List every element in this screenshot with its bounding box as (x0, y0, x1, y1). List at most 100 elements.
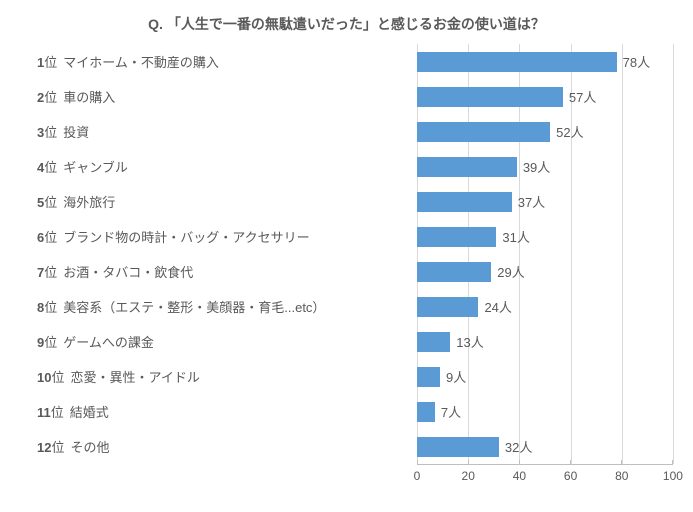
y-axis-label: 11位結婚式 (22, 402, 417, 421)
plot-cell: 39人 (417, 149, 673, 184)
chart-row: 6位ブランド物の時計・バッグ・アクセサリー 31人 (22, 219, 673, 254)
x-tick-label: 40 (513, 469, 526, 483)
chart-row: 1位マイホーム・不動産の購入 78人 (22, 44, 673, 79)
category-label: 投資 (63, 122, 89, 141)
x-tick-label: 0 (414, 469, 421, 483)
category-label: その他 (70, 437, 109, 456)
category-label: 恋愛・異性・アイドル (70, 367, 199, 386)
bar-value: 37人 (518, 192, 545, 211)
y-axis-label: 9位ゲームへの課金 (22, 332, 417, 351)
category-label: 結婚式 (70, 402, 109, 421)
bar (417, 157, 517, 177)
bar-value: 31人 (502, 227, 529, 246)
y-axis-label: 6位ブランド物の時計・バッグ・アクセサリー (22, 227, 417, 246)
y-axis-label: 4位ギャンブル (22, 157, 417, 176)
y-axis-label: 7位お酒・タバコ・飲食代 (22, 262, 417, 281)
plot-cell: 13人 (417, 324, 673, 359)
y-axis-label: 8位美容系（エステ・整形・美顔器・育毛...etc） (22, 297, 417, 316)
chart-row: 4位ギャンブル 39人 (22, 149, 673, 184)
rank-number: 4 (37, 160, 44, 175)
chart-row: 3位投資 52人 (22, 114, 673, 149)
x-tick-label: 20 (462, 469, 475, 483)
category-label: 美容系（エステ・整形・美顔器・育毛...etc） (63, 297, 325, 316)
bar-value: 9人 (446, 367, 466, 386)
chart-row: 5位海外旅行 37人 (22, 184, 673, 219)
bar (417, 87, 563, 107)
rank-suffix: 位 (51, 367, 64, 386)
gridline (673, 44, 674, 464)
category-label: ブランド物の時計・バッグ・アクセサリー (63, 227, 309, 246)
category-label: マイホーム・不動産の購入 (63, 52, 219, 71)
chart-rows: 1位マイホーム・不動産の購入78人2位車の購入57人3位投資52人4位ギャンブル… (22, 44, 673, 464)
y-axis-label: 1位マイホーム・不動産の購入 (22, 52, 417, 71)
bar-value: 78人 (623, 52, 650, 71)
rank-suffix: 位 (51, 437, 64, 456)
rank-number: 7 (37, 265, 44, 280)
rank-suffix: 位 (51, 402, 64, 421)
rank-number: 5 (37, 195, 44, 210)
plot-cell: 31人 (417, 219, 673, 254)
rank-number: 10 (37, 370, 51, 385)
bar (417, 402, 435, 422)
plot-cell: 9人 (417, 359, 673, 394)
bar (417, 192, 512, 212)
rank-number: 11 (37, 405, 51, 420)
bar (417, 437, 499, 457)
x-tick-label: 60 (564, 469, 577, 483)
bar-value: 32人 (505, 437, 532, 456)
plot-cell: 37人 (417, 184, 673, 219)
bar-value: 52人 (556, 122, 583, 141)
y-axis-label: 5位海外旅行 (22, 192, 417, 211)
plot-cell: 32人 (417, 429, 673, 464)
bar-value: 13人 (456, 332, 483, 351)
bar (417, 262, 491, 282)
category-label: ゲームへの課金 (63, 332, 154, 351)
rank-suffix: 位 (44, 297, 57, 316)
y-axis-label: 12位その他 (22, 437, 417, 456)
bar (417, 122, 550, 142)
chart-row: 11位結婚式 7人 (22, 394, 673, 429)
plot-cell: 7人 (417, 394, 673, 429)
plot-cell: 52人 (417, 114, 673, 149)
chart-row: 12位その他 32人 (22, 429, 673, 464)
rank-suffix: 位 (44, 87, 57, 106)
y-axis-label: 3位投資 (22, 122, 417, 141)
rank-suffix: 位 (44, 332, 57, 351)
rank-suffix: 位 (44, 227, 57, 246)
plot-cell: 24人 (417, 289, 673, 324)
bar (417, 52, 617, 72)
y-axis-label: 2位車の購入 (22, 87, 417, 106)
rank-number: 2 (37, 90, 44, 105)
rank-number: 9 (37, 335, 44, 350)
rank-number: 12 (37, 440, 51, 455)
bar (417, 297, 478, 317)
category-label: お酒・タバコ・飲食代 (63, 262, 193, 281)
plot-cell: 57人 (417, 79, 673, 114)
bar-value: 39人 (523, 157, 550, 176)
chart-row: 10位恋愛・異性・アイドル 9人 (22, 359, 673, 394)
plot-cell: 29人 (417, 254, 673, 289)
category-label: ギャンブル (63, 157, 128, 176)
x-tick-label: 80 (615, 469, 628, 483)
plot-cell: 78人 (417, 44, 673, 79)
category-label: 海外旅行 (63, 192, 115, 211)
rank-suffix: 位 (44, 122, 57, 141)
category-label: 車の購入 (63, 87, 115, 106)
bar (417, 227, 496, 247)
x-tick-label: 100 (663, 469, 683, 483)
chart-title: Q. 「人生で一番の無駄遣いだった」と感じるお金の使い道は？ (0, 0, 693, 44)
chart-area: 1位マイホーム・不動産の購入78人2位車の購入57人3位投資52人4位ギャンブル… (22, 44, 673, 484)
rank-number: 6 (37, 230, 44, 245)
chart-row: 9位ゲームへの課金 13人 (22, 324, 673, 359)
rank-number: 1 (37, 55, 44, 70)
chart-row: 2位車の購入 57人 (22, 79, 673, 114)
bar-value: 57人 (569, 87, 596, 106)
bar (417, 332, 450, 352)
bar-value: 24人 (484, 297, 511, 316)
rank-number: 8 (37, 300, 44, 315)
rank-suffix: 位 (44, 192, 57, 211)
x-axis: 020406080100 (417, 464, 673, 483)
bar-value: 7人 (441, 402, 461, 421)
rank-number: 3 (37, 125, 44, 140)
bar (417, 367, 440, 387)
